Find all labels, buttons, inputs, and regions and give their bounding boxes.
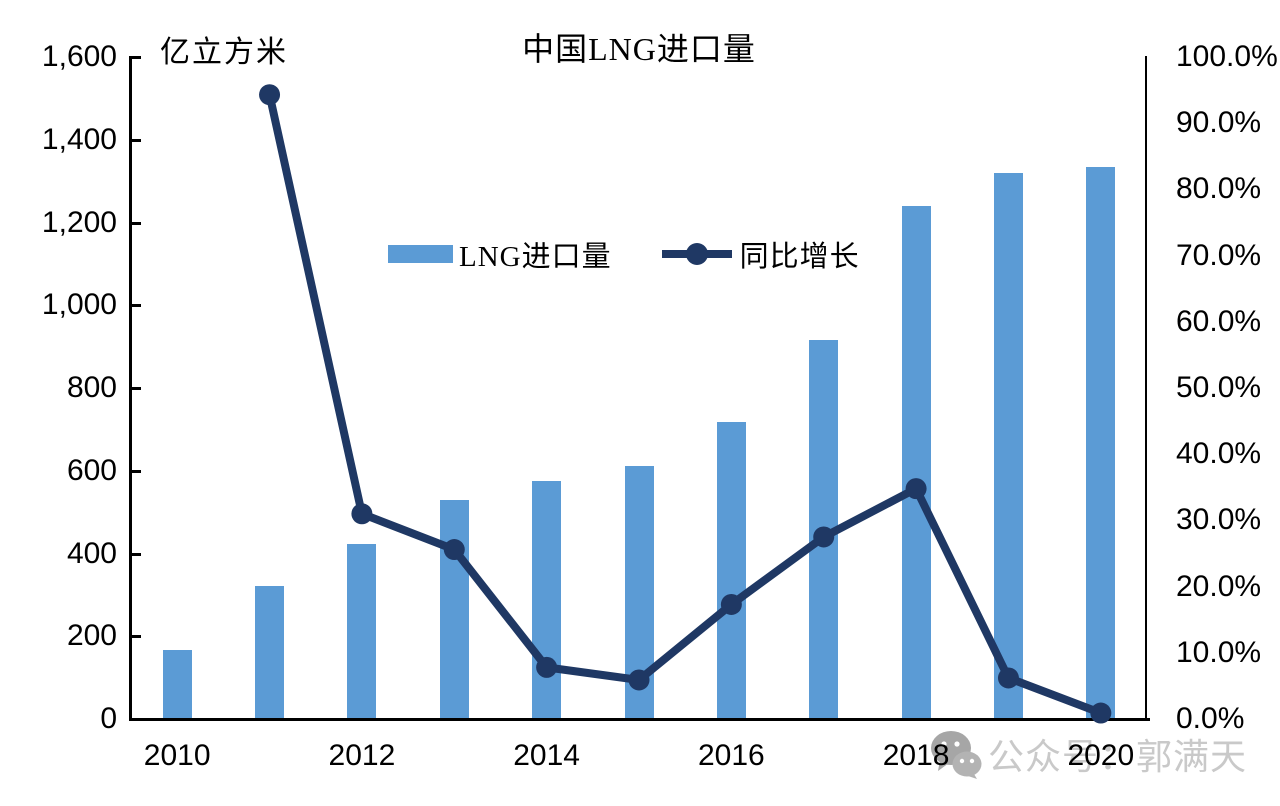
left-axis-unit-label: 亿立方米 bbox=[160, 36, 288, 69]
right-axis-tick-label: 20.0% bbox=[1176, 569, 1262, 603]
bar-2017 bbox=[809, 339, 839, 719]
chart-title: 中国LNG进口量 bbox=[522, 31, 756, 67]
left-axis-tick-label: 800 bbox=[66, 371, 117, 404]
left-axis-tick-mark bbox=[132, 552, 141, 556]
right-axis-line bbox=[1145, 56, 1147, 720]
x-axis-line bbox=[129, 718, 1150, 721]
legend: LNG进口量 同比增长 bbox=[388, 233, 860, 275]
x-axis-tick-label: 2014 bbox=[513, 739, 580, 772]
left-axis-tick-label: 0 bbox=[100, 702, 117, 735]
x-axis-tick-label: 2016 bbox=[697, 739, 765, 772]
bar-2019 bbox=[993, 172, 1023, 719]
watermark: 公众号：郭满天 bbox=[930, 728, 1247, 780]
wechat-icon bbox=[931, 731, 982, 779]
left-axis-tick-label: 1,400 bbox=[41, 122, 117, 156]
bar-2018 bbox=[901, 205, 931, 719]
right-axis-tick-label: 10.0% bbox=[1176, 635, 1262, 669]
right-axis-tick-label: 30.0% bbox=[1176, 503, 1262, 537]
left-axis-tick-mark bbox=[132, 221, 141, 225]
right-axis-tick-label: 50.0% bbox=[1176, 371, 1262, 404]
left-axis-tick-label: 200 bbox=[66, 619, 117, 653]
legend-line-sample bbox=[661, 243, 732, 265]
left-axis-tick-label: 1,600 bbox=[41, 40, 117, 73]
x-axis-tick-label: 2018 bbox=[882, 739, 950, 772]
bar-2011 bbox=[255, 585, 285, 719]
right-axis-tick-label: 80.0% bbox=[1176, 172, 1262, 206]
growth-line bbox=[265, 90, 1105, 718]
right-axis-tick-label: 100.0% bbox=[1176, 40, 1278, 73]
right-axis-tick-label: 70.0% bbox=[1176, 238, 1262, 272]
bar-2010 bbox=[162, 650, 192, 719]
left-axis-tick-label: 1,000 bbox=[41, 288, 117, 322]
left-axis-tick-mark bbox=[132, 469, 141, 473]
left-axis-tick-mark bbox=[132, 387, 141, 390]
bar-2013 bbox=[439, 499, 469, 719]
watermark-text: 公众号：郭满天 bbox=[988, 736, 1248, 777]
x-axis-tick-label: 2012 bbox=[328, 739, 396, 772]
left-axis-tick-label: 600 bbox=[66, 453, 117, 487]
bar-2020 bbox=[1086, 167, 1116, 719]
right-axis-tick-label: 90.0% bbox=[1176, 106, 1262, 140]
right-axis-tick-label: 40.0% bbox=[1176, 437, 1262, 471]
line-marker bbox=[259, 84, 281, 106]
left-axis-tick-mark bbox=[132, 718, 141, 721]
legend-bar-swatch bbox=[388, 245, 453, 263]
right-axis-tick-label: 0.0% bbox=[1176, 702, 1245, 735]
left-axis-tick-label: 400 bbox=[66, 536, 117, 570]
bar-2014 bbox=[532, 481, 562, 719]
line-marker bbox=[351, 503, 373, 525]
legend-bar-label: LNG进口量 bbox=[459, 241, 612, 273]
legend-line-label: 同比增长 bbox=[739, 241, 860, 273]
left-axis-tick-mark bbox=[132, 56, 141, 59]
left-axis-tick-mark bbox=[132, 138, 141, 142]
bar-2015 bbox=[624, 465, 654, 719]
left-axis-tick-mark bbox=[132, 635, 141, 639]
right-axis-tick-label: 60.0% bbox=[1176, 304, 1262, 338]
legend-line-marker-icon bbox=[685, 243, 708, 265]
left-axis-tick-mark bbox=[132, 304, 141, 308]
bar-2012 bbox=[347, 544, 377, 719]
bar-2016 bbox=[716, 421, 746, 719]
left-axis-tick-label: 1,200 bbox=[41, 205, 117, 239]
x-axis-tick-label: 2020 bbox=[1067, 739, 1135, 772]
x-axis-tick-label: 2010 bbox=[143, 739, 211, 772]
left-axis-line bbox=[129, 56, 132, 720]
